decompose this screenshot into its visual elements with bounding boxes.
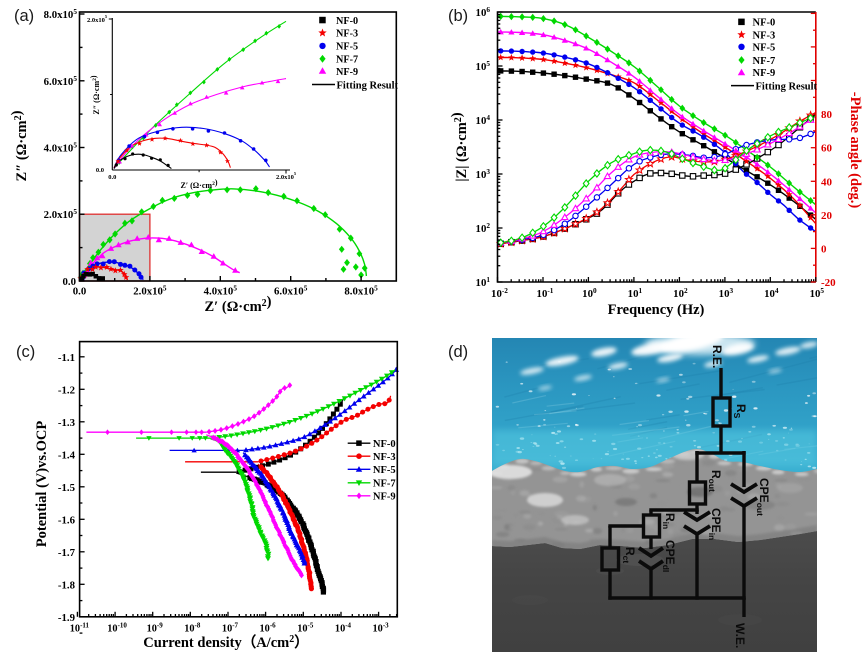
svg-text:6.0x105: 6.0x105: [44, 74, 78, 88]
svg-text:8.0x105: 8.0x105: [44, 7, 78, 21]
svg-text:-1.3: -1.3: [58, 417, 76, 429]
svg-text:-1.4: -1.4: [58, 449, 76, 461]
svg-text:Fitting Result: Fitting Result: [337, 80, 399, 91]
svg-text:0.0: 0.0: [63, 276, 77, 288]
svg-text:NF-7: NF-7: [753, 56, 776, 67]
svg-text:NF-0: NF-0: [753, 18, 776, 29]
svg-text:10-1: 10-1: [537, 286, 554, 300]
svg-text:2.0x105: 2.0x105: [133, 284, 167, 298]
svg-text:4.0x105: 4.0x105: [204, 284, 238, 298]
svg-text:-1.5: -1.5: [58, 482, 75, 494]
svg-text:NF-3: NF-3: [753, 31, 776, 42]
svg-text:Z″ (Ω·cm2): Z″ (Ω·cm2): [89, 75, 101, 114]
svg-text:NF-9: NF-9: [373, 492, 396, 503]
svg-text:104: 104: [476, 113, 491, 127]
svg-text:10-6: 10-6: [260, 622, 277, 635]
svg-text:10-4: 10-4: [335, 622, 352, 635]
svg-text:0.0: 0.0: [108, 174, 116, 181]
svg-text:Z′ (Ω·cm2): Z′ (Ω·cm2): [181, 178, 218, 190]
svg-text:103: 103: [719, 286, 734, 300]
svg-text:Potential (V)vs.OCP: Potential (V)vs.OCP: [34, 421, 50, 548]
svg-text:R.E.: R.E.: [710, 345, 724, 368]
svg-text:8.0x105: 8.0x105: [344, 284, 378, 298]
svg-text:0.0: 0.0: [73, 286, 87, 298]
svg-text:|Z| (Ω·cm2): |Z| (Ω·cm2): [449, 112, 470, 181]
svg-text:102: 102: [673, 286, 688, 300]
svg-text:CPEdl: CPEdl: [661, 540, 677, 572]
svg-text:NF-3: NF-3: [373, 452, 396, 463]
svg-text:(b): (b): [448, 7, 468, 25]
svg-text:-Phase angle (deg.): -Phase angle (deg.): [847, 92, 863, 209]
svg-text:100: 100: [582, 286, 597, 300]
svg-text:106: 106: [476, 5, 491, 19]
svg-text:Frequency (Hz): Frequency (Hz): [608, 302, 705, 318]
svg-text:101: 101: [628, 286, 643, 300]
svg-text:10-9: 10-9: [147, 622, 164, 635]
svg-text:(c): (c): [16, 343, 35, 361]
svg-text:NF-7: NF-7: [373, 479, 396, 490]
svg-text:40: 40: [821, 176, 833, 188]
svg-text:NF-9: NF-9: [336, 67, 358, 78]
svg-text:6.0x105: 6.0x105: [274, 284, 308, 298]
svg-text:10-5: 10-5: [297, 622, 314, 635]
svg-text:10-3: 10-3: [373, 622, 390, 635]
svg-text:Z″ (Ω·cm2): Z″ (Ω·cm2): [9, 110, 30, 181]
svg-text:-1.1: -1.1: [58, 352, 75, 364]
svg-text:NF-7: NF-7: [336, 55, 358, 66]
svg-text:60: 60: [821, 143, 833, 155]
svg-text:101: 101: [476, 275, 491, 289]
svg-text:NF-5: NF-5: [373, 465, 396, 476]
svg-text:10-2: 10-2: [491, 286, 508, 300]
svg-text:NF-9: NF-9: [753, 68, 776, 79]
svg-text:10-8: 10-8: [184, 622, 201, 635]
svg-text:(a): (a): [14, 7, 34, 25]
svg-text:-20: -20: [821, 277, 836, 289]
svg-text:-1.8: -1.8: [58, 579, 76, 591]
svg-text:Fitting Result: Fitting Result: [756, 81, 818, 92]
svg-text:2.0x105: 2.0x105: [87, 14, 108, 24]
svg-text:2.0x105: 2.0x105: [276, 171, 297, 181]
svg-text:Z′ (Ω·cm2): Z′ (Ω·cm2): [204, 294, 271, 315]
svg-text:0: 0: [821, 243, 827, 255]
svg-text:NF-5: NF-5: [753, 43, 776, 54]
svg-text:4.0x105: 4.0x105: [44, 141, 78, 155]
svg-text:NF-0: NF-0: [336, 16, 358, 27]
svg-text:-1.7: -1.7: [58, 547, 76, 559]
svg-text:80: 80: [821, 109, 833, 121]
svg-text:10-10: 10-10: [107, 622, 127, 635]
svg-text:-1.9: -1.9: [58, 612, 76, 624]
svg-text:103: 103: [476, 167, 491, 181]
svg-text:20: 20: [821, 210, 833, 222]
svg-text:W.E.: W.E.: [733, 623, 747, 648]
svg-text:102: 102: [476, 221, 491, 235]
svg-text:(d): (d): [448, 343, 468, 361]
svg-text:Current density（A/cm2）: Current density（A/cm2）: [143, 633, 308, 651]
svg-text:-1.6: -1.6: [58, 514, 76, 526]
svg-text:104: 104: [764, 286, 779, 300]
svg-text:0.0: 0.0: [96, 167, 104, 174]
svg-text:NF-0: NF-0: [373, 439, 396, 450]
svg-text:NF-5: NF-5: [336, 42, 358, 53]
svg-text:NF-3: NF-3: [336, 29, 358, 40]
svg-text:10-7: 10-7: [222, 622, 239, 635]
svg-text:2.0x105: 2.0x105: [44, 207, 78, 221]
svg-text:105: 105: [476, 59, 491, 73]
svg-text:CPEin: CPEin: [707, 508, 723, 540]
svg-text:-1.2: -1.2: [58, 384, 75, 396]
